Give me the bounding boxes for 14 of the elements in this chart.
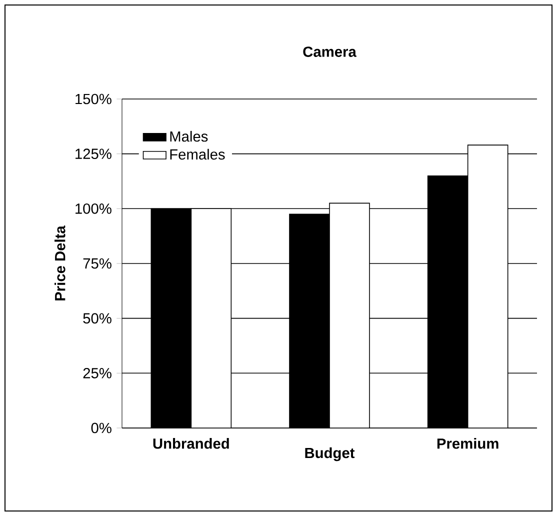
- y-tick-label: 75%: [83, 258, 112, 269]
- y-tick-label: 0%: [91, 422, 112, 434]
- y-tick-label: 25%: [83, 368, 112, 378]
- y-tick-label: 125%: [76, 148, 112, 160]
- legend-label: Males: [170, 130, 208, 142]
- y-tick-label: 150%: [76, 94, 112, 104]
- y-tick-label: 50%: [83, 313, 112, 324]
- x-tick-label: Budget: [305, 447, 355, 462]
- y-axis-title: Price Delta: [54, 226, 66, 300]
- legend-label: Females: [170, 148, 225, 160]
- y-tick-label: 100%: [76, 203, 112, 214]
- x-tick-label: Premium: [437, 438, 498, 449]
- x-tick-label: Unbranded: [153, 438, 229, 449]
- chart-title: Camera: [303, 46, 356, 57]
